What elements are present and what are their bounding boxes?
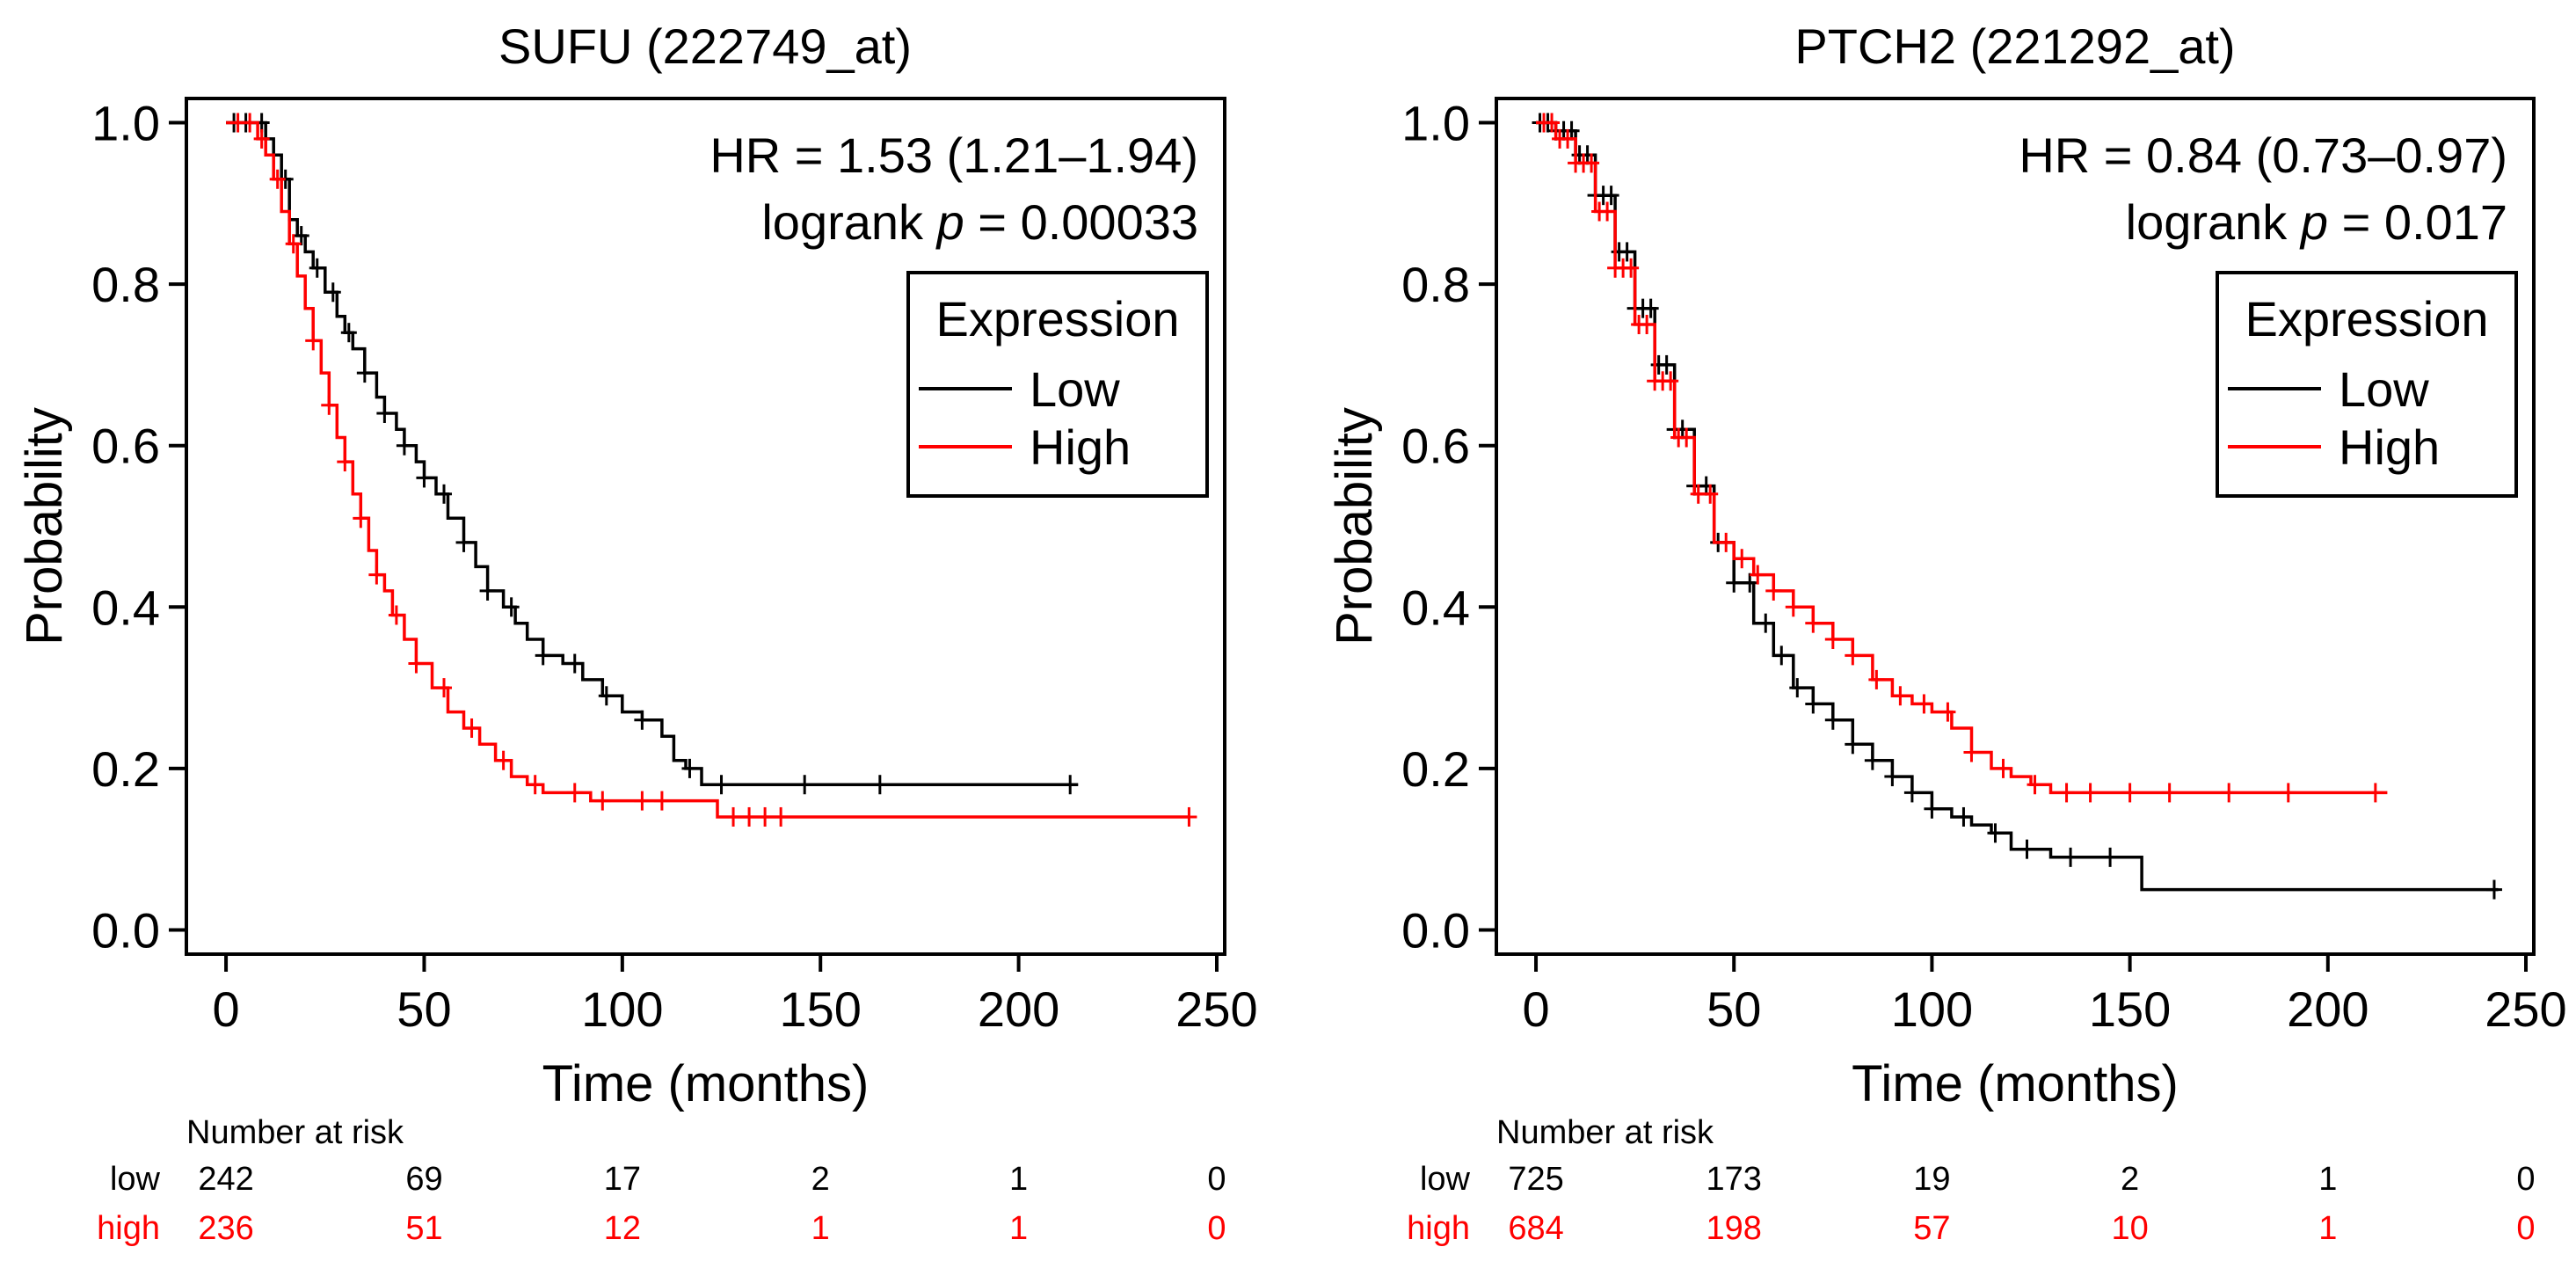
risk-value-high: 684 [1508,1210,1563,1247]
x-tick-label: 0 [1522,981,1549,1037]
risk-value-low: 17 [604,1161,641,1198]
risk-value-low: 725 [1508,1161,1563,1198]
chart-title: SUFU (222749_at) [498,18,912,74]
logrank-p-symbol: p [935,194,964,250]
y-tick-label: 1.0 [1401,96,1470,151]
risk-value-low: 173 [1706,1161,1762,1198]
y-tick-label: 1.0 [91,96,160,151]
risk-value-low: 242 [198,1161,253,1198]
legend-box [2216,271,2518,498]
risk-value-low: 2 [2121,1161,2139,1198]
x-tick-label: 250 [2485,981,2566,1037]
logrank-p-symbol: p [2299,194,2328,250]
y-tick-label: 0.2 [1401,741,1470,797]
y-tick-label: 0.8 [91,257,160,312]
risk-value-high: 1 [2318,1210,2337,1247]
x-tick-label: 200 [978,981,1059,1037]
risk-value-high: 198 [1706,1210,1762,1247]
x-tick-label: 100 [581,981,663,1037]
logrank-label: logrank [761,194,936,250]
risk-value-low: 19 [1913,1161,1950,1198]
risk-value-low: 2 [811,1161,830,1198]
risk-value-low: 69 [405,1161,442,1198]
hr-text: HR = 1.53 (1.21–1.94) [709,128,1198,183]
risk-value-high: 57 [1913,1210,1950,1247]
x-tick-label: 50 [1706,981,1761,1037]
x-tick-label: 250 [1175,981,1257,1037]
risk-value-high: 1 [1009,1210,1028,1247]
legend-label-low: Low [1030,361,1120,417]
logrank-text: logrank p = 0.00033 [761,194,1198,250]
legend-label-low: Low [2339,361,2429,417]
x-tick-label: 0 [212,981,239,1037]
y-tick-label: 0.2 [91,741,160,797]
y-tick-label: 0.4 [91,580,160,635]
risk-value-low: 1 [2318,1161,2337,1198]
legend-title: Expression [2245,291,2488,346]
legend-label-high: High [1030,419,1131,475]
x-tick-label: 150 [2089,981,2171,1037]
risk-table-header: Number at risk [1496,1114,1714,1151]
y-tick-label: 0.6 [1401,419,1470,474]
risk-value-high: 236 [198,1210,253,1247]
x-tick-label: 100 [1891,981,1973,1037]
risk-value-low: 0 [2516,1161,2535,1198]
risk-value-high: 0 [1207,1210,1226,1247]
y-tick-label: 0.4 [1401,580,1470,635]
logrank-p-value: = 0.017 [2328,194,2507,250]
plot-frame [1495,97,2536,956]
risk-value-low: 1 [1009,1161,1028,1198]
risk-row-label-high: high [1407,1210,1470,1247]
x-tick-label: 200 [2287,981,2369,1037]
chart-title: PTCH2 (221292_at) [1794,18,2235,74]
x-axis-label: Time (months) [1852,1055,2179,1112]
risk-value-high: 51 [405,1210,442,1247]
logrank-p-value: = 0.00033 [964,194,1198,250]
y-axis-label: Probability [16,407,73,645]
y-tick-label: 0.6 [91,419,160,474]
y-axis-label: Probability [1326,407,1383,645]
legend-label-high: High [2339,419,2440,475]
risk-table-header: Number at risk [186,1114,404,1151]
risk-row-label-low: low [1420,1161,1471,1198]
x-tick-label: 150 [780,981,862,1037]
legend-title: Expression [935,291,1179,346]
y-tick-label: 0.8 [1401,257,1470,312]
risk-row-label-low: low [110,1161,161,1198]
x-tick-label: 50 [397,981,451,1037]
km-panel-2: PTCH2 (221292_at)0.00.20.40.60.81.00 50 10… [1326,18,2567,1247]
risk-value-high: 10 [2111,1210,2148,1247]
logrank-label: logrank [2126,194,2301,250]
km-panel-1: SUFU (222749_at)0.00.20.40.60.81.00 50 100… [16,18,1258,1247]
logrank-text: logrank p = 0.017 [2126,194,2507,250]
y-tick-label: 0.0 [91,902,160,958]
x-axis-label: Time (months) [542,1055,870,1112]
risk-value-high: 12 [604,1210,641,1247]
risk-value-high: 0 [2516,1210,2535,1247]
y-tick-label: 0.0 [1401,902,1470,958]
plot-frame [185,97,1226,956]
risk-value-low: 0 [1207,1161,1226,1198]
hr-text: HR = 0.84 (0.73–0.97) [2019,128,2507,183]
risk-value-high: 1 [811,1210,830,1247]
legend-box [906,271,1209,498]
risk-row-label-high: high [97,1210,160,1247]
